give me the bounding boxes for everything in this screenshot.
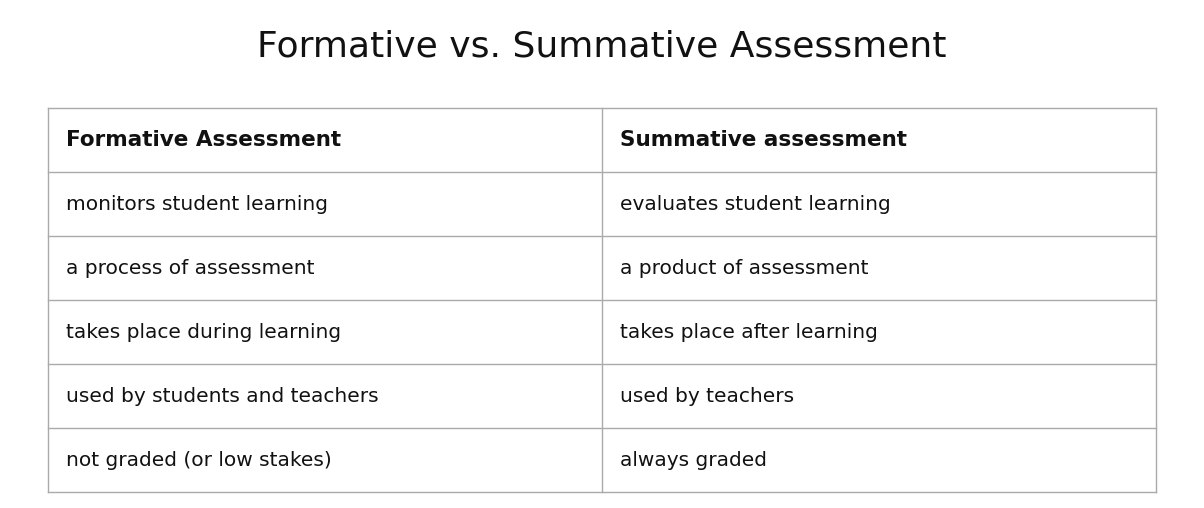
Text: Summative assessment: Summative assessment	[620, 130, 907, 150]
Text: takes place after learning: takes place after learning	[620, 323, 878, 341]
Text: Formative Assessment: Formative Assessment	[66, 130, 341, 150]
Text: monitors student learning: monitors student learning	[66, 195, 327, 213]
Text: always graded: always graded	[620, 451, 767, 469]
Text: evaluates student learning: evaluates student learning	[620, 195, 891, 213]
Text: a product of assessment: a product of assessment	[620, 259, 868, 277]
Text: used by students and teachers: used by students and teachers	[66, 387, 378, 405]
Text: takes place during learning: takes place during learning	[66, 323, 341, 341]
Text: Formative vs. Summative Assessment: Formative vs. Summative Assessment	[258, 29, 946, 63]
Text: a process of assessment: a process of assessment	[66, 259, 314, 277]
Text: used by teachers: used by teachers	[620, 387, 795, 405]
Text: not graded (or low stakes): not graded (or low stakes)	[66, 451, 332, 469]
